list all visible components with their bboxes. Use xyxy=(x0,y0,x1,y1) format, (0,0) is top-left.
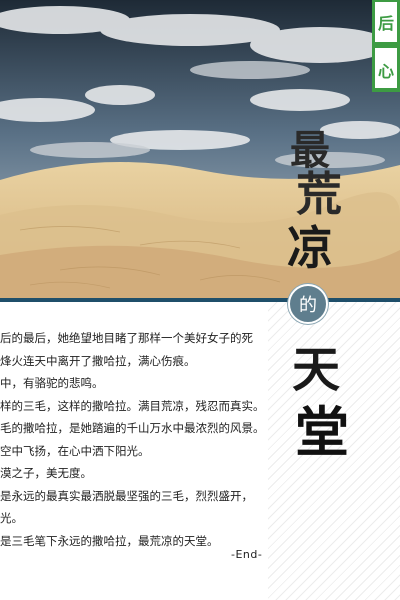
body-line: 烽火连天中离开了撒哈拉，满心伤痕。 xyxy=(0,353,196,368)
body-line: 毛的撒哈拉，是她踏遍的千山万水中最浓烈的风景。 xyxy=(0,421,265,435)
article-body: 后的最后，她绝望地目睹了那样一个美好女子的死 烽火连天中离开了撒哈拉，满心伤痕。… xyxy=(0,327,272,552)
corner-tab-char-1: 后 xyxy=(377,14,394,33)
section-divider xyxy=(0,298,400,302)
hatched-panel xyxy=(268,302,400,600)
body-line: 是三毛笔下永远的撒哈拉，最荒凉的天堂。 xyxy=(0,533,219,548)
corner-tab-top xyxy=(375,2,397,42)
body-line: 后的最后，她绝望地目睹了那样一个美好女子的死 xyxy=(0,331,253,345)
body-line: 空中飞扬，在心中洒下阳光。 xyxy=(0,443,150,458)
body-line: 中，有骆驼的悲鸣。 xyxy=(0,376,104,390)
desert-hero-image xyxy=(0,0,400,300)
body-line: 样的三毛，这样的撒哈拉。满目荒凉，残忍而真实。 xyxy=(0,398,265,413)
corner-tab-bottom xyxy=(375,48,397,88)
title-char-3: 凉 xyxy=(287,221,333,275)
title-char-5: 堂 xyxy=(295,400,349,464)
end-mark: -End- xyxy=(231,548,263,561)
corner-tab-char-2: 心 xyxy=(377,62,394,81)
title-char-4: 天 xyxy=(292,342,341,398)
body-line: 光。 xyxy=(0,511,23,525)
title-badge: 的 xyxy=(288,284,328,324)
title-char-1: 最 xyxy=(290,127,330,174)
title-char-2: 荒 xyxy=(296,167,342,221)
body-line: 漠之子，美无度。 xyxy=(0,466,92,480)
body-line: 是永远的最真实最洒脱最坚强的三毛，烈烈盛开， xyxy=(0,488,253,503)
